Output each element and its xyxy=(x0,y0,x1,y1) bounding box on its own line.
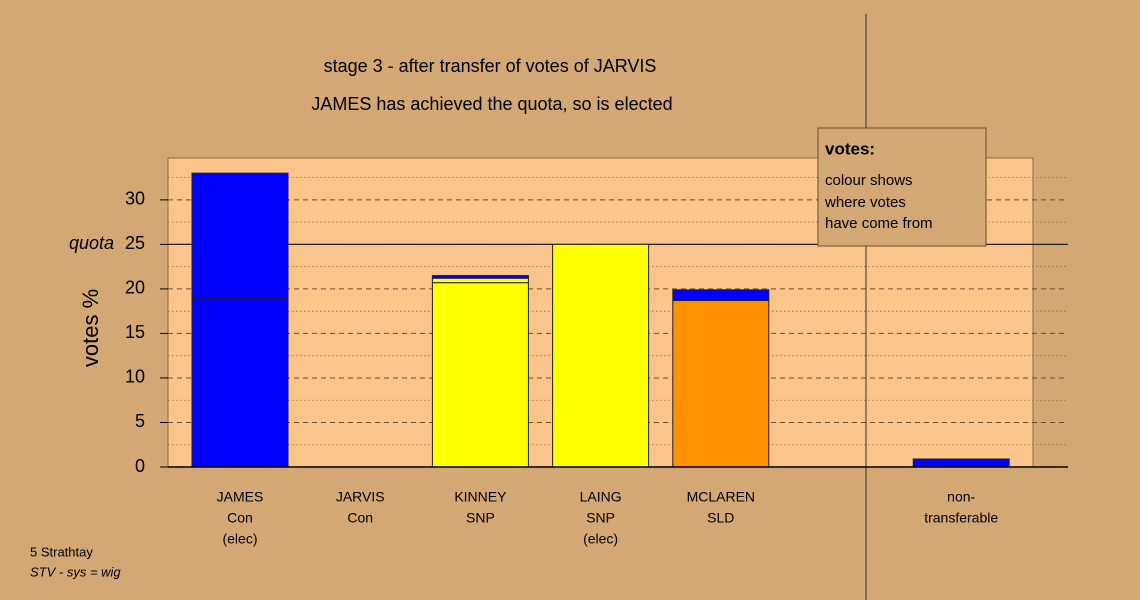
bar-segment xyxy=(912,458,1010,468)
y-tick-label: 10 xyxy=(125,367,145,387)
x-tick-label: SNP xyxy=(466,510,495,526)
footer: STV - sys = wig xyxy=(30,564,121,579)
legend-text: where votes xyxy=(824,194,906,211)
x-tick-label: (elec) xyxy=(583,531,618,547)
bar-segment xyxy=(672,289,770,301)
y-tick-label: 30 xyxy=(125,189,145,209)
bar-segment xyxy=(431,275,529,279)
y-tick-label: 20 xyxy=(125,278,145,298)
legend-box xyxy=(817,127,987,247)
x-tick-label: MCLAREN xyxy=(687,489,755,505)
y-axis-label: votes % xyxy=(78,289,103,367)
x-tick-label: KINNEY xyxy=(454,489,507,505)
legend-text: have come from xyxy=(825,215,933,232)
bar-segment xyxy=(431,277,529,284)
chart-title: stage 3 - after transfer of votes of JAR… xyxy=(324,56,657,76)
x-tick-label: LAING xyxy=(580,489,622,505)
bar-segment xyxy=(191,298,289,468)
x-tick-label: (elec) xyxy=(222,531,257,547)
bar-segment xyxy=(672,299,770,468)
y-tick-label: 25 xyxy=(125,233,145,253)
x-tick-label: non- xyxy=(947,489,975,505)
x-tick-label: SLD xyxy=(707,510,734,526)
bars xyxy=(191,172,1010,468)
x-tick-label: Con xyxy=(227,510,253,526)
legend-text: colour shows xyxy=(825,172,913,189)
legend: votes: colour shows where votes have com… xyxy=(817,127,987,247)
y-tick-label: 5 xyxy=(135,411,145,431)
x-tick-label: JAMES xyxy=(217,489,264,505)
chart-subtitle: JAMES has achieved the quota, so is elec… xyxy=(311,94,672,114)
x-tick-label: JARVIS xyxy=(336,489,385,505)
y-tick-label: 0 xyxy=(135,456,145,476)
y-tick-label: 15 xyxy=(125,322,145,342)
x-tick-label: transferable xyxy=(924,510,998,526)
x-tick-label: SNP xyxy=(586,510,615,526)
bar-segment xyxy=(191,172,289,300)
quota-label: quota xyxy=(69,233,114,253)
x-tick-label: Con xyxy=(347,510,373,526)
footer: 5 Strathtay xyxy=(30,544,93,559)
bar-segment xyxy=(431,282,529,468)
legend-title: votes: xyxy=(825,139,875,158)
bar-segment xyxy=(552,243,650,468)
